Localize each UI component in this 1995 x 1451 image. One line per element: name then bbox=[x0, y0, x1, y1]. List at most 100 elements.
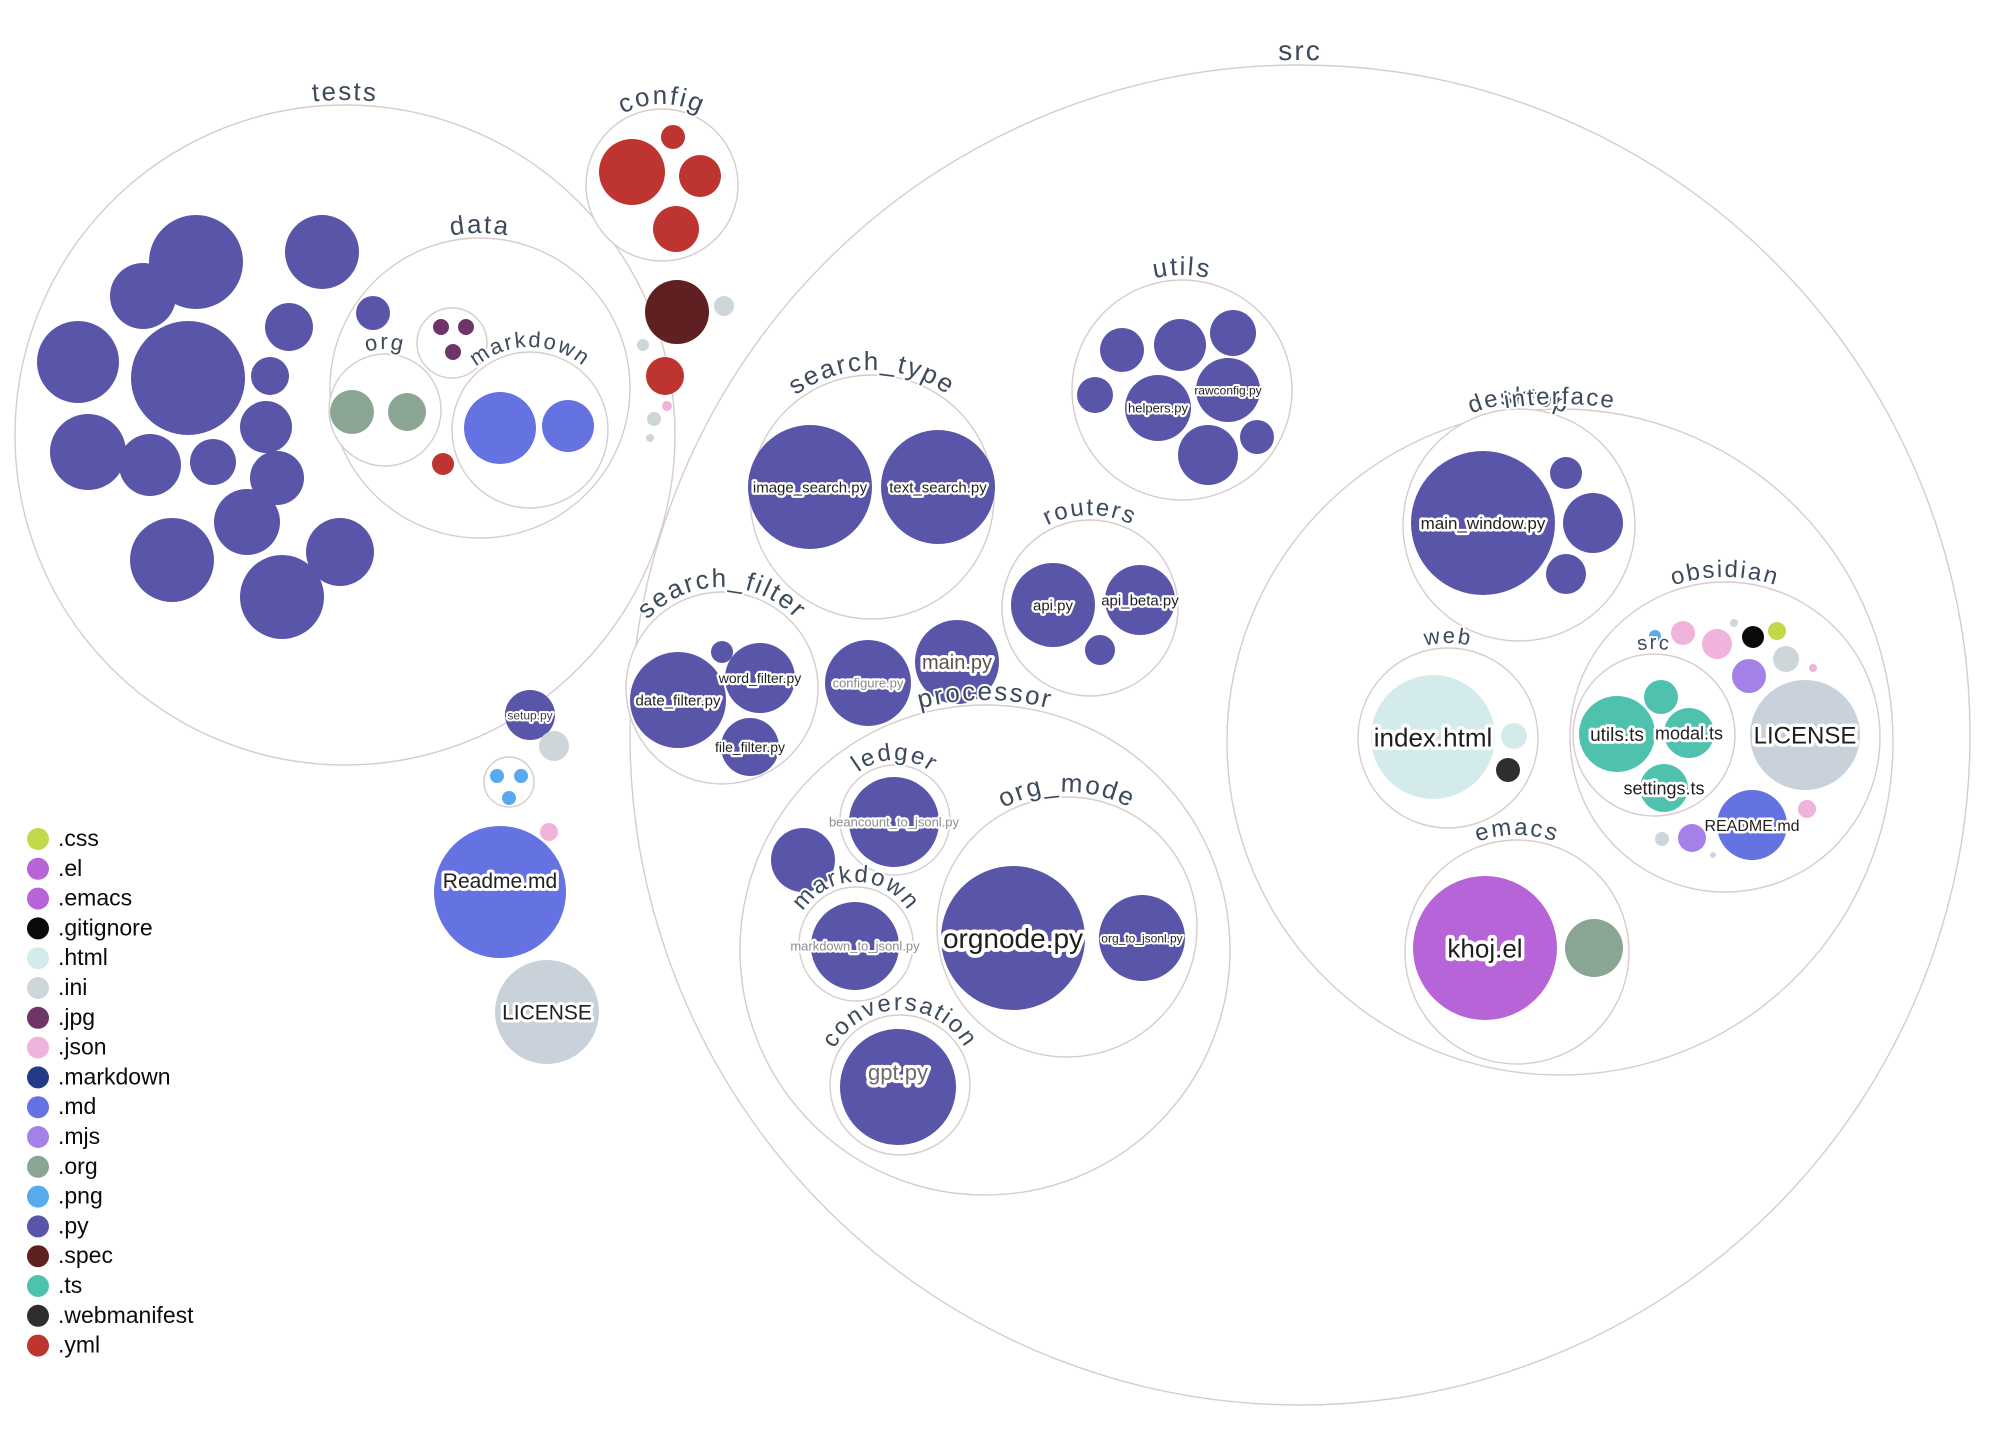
file-circle-py[interactable] bbox=[240, 401, 292, 453]
file-circle-py[interactable] bbox=[131, 321, 245, 435]
file-circle-rawconfig.py[interactable] bbox=[1196, 358, 1260, 422]
file-circle-orgnode.py[interactable] bbox=[941, 866, 1085, 1010]
file-circle-gpt.py[interactable] bbox=[840, 1029, 956, 1145]
file-circle-md[interactable] bbox=[464, 392, 536, 464]
file-circle-py[interactable] bbox=[771, 828, 835, 892]
file-circle-png[interactable] bbox=[1649, 630, 1661, 642]
file-circle-py[interactable] bbox=[1546, 554, 1586, 594]
file-circle-py[interactable] bbox=[214, 489, 280, 555]
file-circle-ini[interactable] bbox=[1655, 832, 1669, 846]
file-circle-settings.ts[interactable] bbox=[1640, 764, 1688, 812]
file-circle-Readme.md[interactable] bbox=[434, 826, 566, 958]
file-circle-py[interactable] bbox=[37, 321, 119, 403]
file-circle-py[interactable] bbox=[1154, 319, 1206, 371]
file-circle-org[interactable] bbox=[1565, 919, 1623, 977]
dir-circle-org[interactable] bbox=[328, 353, 442, 467]
file-circle-py[interactable] bbox=[130, 518, 214, 602]
file-circle-json[interactable] bbox=[1671, 621, 1695, 645]
file-circle-LICENSE[interactable] bbox=[495, 960, 599, 1064]
file-circle-spec[interactable] bbox=[645, 280, 709, 344]
file-circle-yml[interactable] bbox=[679, 155, 721, 197]
file-circle-png[interactable] bbox=[490, 769, 504, 783]
file-circle-jpg[interactable] bbox=[458, 319, 474, 335]
file-circle-ini[interactable] bbox=[539, 731, 569, 761]
file-circle-py[interactable] bbox=[356, 296, 390, 330]
file-circle-main_window.py[interactable] bbox=[1411, 451, 1555, 595]
file-circle-modal.ts[interactable] bbox=[1664, 708, 1714, 758]
file-circle-py[interactable] bbox=[1563, 493, 1623, 553]
file-circle-json[interactable] bbox=[1809, 664, 1817, 672]
dir-circle-interface[interactable] bbox=[1226, 408, 1894, 1076]
file-circle-mjs[interactable] bbox=[1678, 824, 1706, 852]
file-circle-json[interactable] bbox=[540, 823, 558, 841]
file-circle-py[interactable] bbox=[1178, 425, 1238, 485]
file-circle-index.html[interactable] bbox=[1371, 675, 1495, 799]
file-circle-py[interactable] bbox=[190, 439, 236, 485]
file-circle-json[interactable] bbox=[1798, 800, 1816, 818]
file-circle-LICENSE[interactable] bbox=[1750, 680, 1860, 790]
file-circle-md[interactable] bbox=[542, 400, 594, 452]
file-circle-py[interactable] bbox=[240, 555, 324, 639]
file-circle-py[interactable] bbox=[265, 303, 313, 351]
file-circle-py[interactable] bbox=[250, 451, 304, 505]
file-circle-py[interactable] bbox=[711, 641, 733, 663]
file-circle-json[interactable] bbox=[662, 401, 672, 411]
file-circle-ini[interactable] bbox=[647, 412, 661, 426]
file-circle-file_filter.py[interactable] bbox=[721, 718, 779, 776]
file-circle-main.ts[interactable] bbox=[1644, 680, 1678, 714]
file-circle-yml[interactable] bbox=[599, 139, 665, 205]
file-circle-py[interactable] bbox=[1550, 457, 1582, 489]
file-circle-beancount_to_jsonl.py[interactable] bbox=[849, 777, 939, 867]
file-circle-py[interactable] bbox=[306, 518, 374, 586]
file-circle-py[interactable] bbox=[1085, 635, 1115, 665]
file-circle-ini[interactable] bbox=[646, 434, 654, 442]
file-circle-jpg[interactable] bbox=[445, 344, 461, 360]
file-circle-py[interactable] bbox=[251, 357, 289, 395]
file-circle-org[interactable] bbox=[388, 393, 426, 431]
file-circle-yml[interactable] bbox=[432, 453, 454, 475]
file-circle-yml[interactable] bbox=[646, 357, 684, 395]
file-circle-html[interactable] bbox=[1501, 723, 1527, 749]
file-label-text_search.py: text_search.py bbox=[889, 479, 987, 496]
legend-swatch-markdown bbox=[27, 1066, 49, 1089]
file-circle-py[interactable] bbox=[1210, 310, 1256, 356]
file-circle-helpers.py[interactable] bbox=[1125, 375, 1191, 441]
file-circle-ini[interactable] bbox=[1773, 646, 1799, 672]
file-circle-py[interactable] bbox=[110, 263, 176, 329]
file-circle-configure.py[interactable] bbox=[825, 640, 911, 726]
file-circle-py[interactable] bbox=[1240, 420, 1274, 454]
file-circle-ini[interactable] bbox=[1730, 619, 1738, 627]
file-circle-image_search.py[interactable] bbox=[748, 425, 872, 549]
file-circle-date_filter.py[interactable] bbox=[630, 652, 726, 748]
file-circle-ini[interactable] bbox=[714, 296, 734, 316]
file-circle-yml[interactable] bbox=[653, 206, 699, 252]
file-circle-word_filter.py[interactable] bbox=[725, 643, 795, 713]
file-circle-main.py[interactable] bbox=[915, 620, 999, 704]
file-circle-khoj.el[interactable] bbox=[1413, 876, 1557, 1020]
file-circle-png[interactable] bbox=[502, 791, 516, 805]
file-circle-jpg[interactable] bbox=[433, 319, 449, 335]
file-circle-org[interactable] bbox=[330, 390, 374, 434]
file-circle-text_search.py[interactable] bbox=[881, 430, 995, 544]
file-circle-markdown_to_jsonl.py[interactable] bbox=[811, 902, 899, 990]
file-circle-py[interactable] bbox=[285, 215, 359, 289]
file-circle-mjs[interactable] bbox=[1732, 659, 1766, 693]
file-circle-py[interactable] bbox=[119, 434, 181, 496]
file-circle-api_beta.py[interactable] bbox=[1105, 565, 1175, 635]
file-circle-ini[interactable] bbox=[637, 339, 649, 351]
file-circle-README.md[interactable] bbox=[1717, 790, 1787, 860]
file-circle-py[interactable] bbox=[50, 414, 126, 490]
file-circle-ini[interactable] bbox=[1710, 852, 1716, 858]
file-circle-py[interactable] bbox=[1100, 328, 1144, 372]
file-circle-png[interactable] bbox=[514, 769, 528, 783]
file-circle-webmanifest[interactable] bbox=[1496, 758, 1520, 782]
file-circle-css[interactable] bbox=[1768, 622, 1786, 640]
file-circle-org_to_jsonl.py[interactable] bbox=[1099, 895, 1185, 981]
file-circle-py[interactable] bbox=[1077, 377, 1113, 413]
file-circle-json[interactable] bbox=[1702, 629, 1732, 659]
file-circle-api.py[interactable] bbox=[1011, 563, 1095, 647]
file-circle-gitignore[interactable] bbox=[1742, 626, 1764, 648]
file-circle-setup.py[interactable] bbox=[505, 690, 555, 740]
file-circle-yml[interactable] bbox=[661, 125, 685, 149]
file-circle-utils.ts[interactable] bbox=[1579, 696, 1655, 772]
